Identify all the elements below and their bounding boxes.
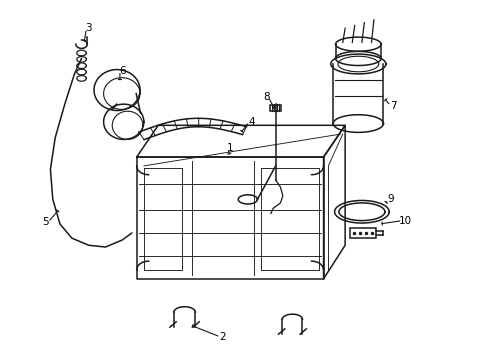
Text: 3: 3 [85,23,92,33]
Text: 9: 9 [386,194,393,204]
Bar [269,105,281,111]
Text: 5: 5 [42,217,49,227]
Text: 10: 10 [398,216,411,226]
Text: 8: 8 [262,92,269,102]
Text: 1: 1 [226,143,233,153]
Text: 2: 2 [219,332,226,342]
Text: 6: 6 [119,66,125,76]
Text: 4: 4 [248,117,254,127]
Bar [349,228,376,238]
Text: 7: 7 [389,101,396,111]
